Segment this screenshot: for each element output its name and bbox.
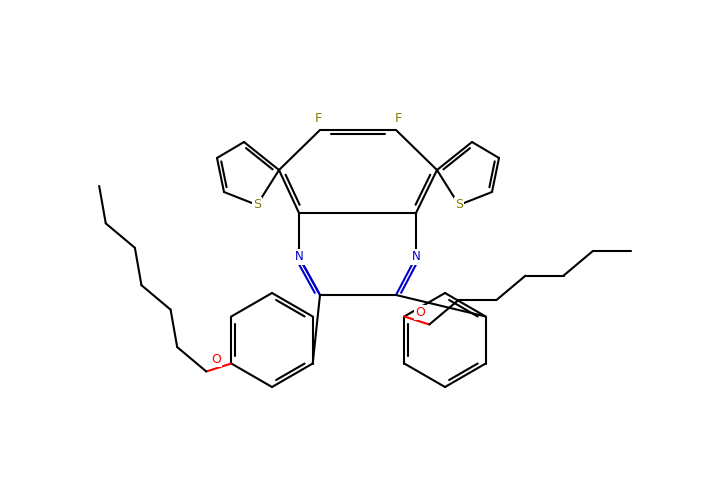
Text: S: S (253, 198, 261, 211)
Text: O: O (211, 353, 221, 366)
Text: N: N (295, 250, 303, 263)
Text: N: N (295, 250, 303, 263)
Text: N: N (412, 250, 420, 263)
Text: O: O (415, 306, 425, 319)
Text: F: F (315, 113, 322, 127)
Text: F: F (395, 111, 402, 124)
Text: N: N (412, 250, 420, 263)
Text: F: F (315, 111, 322, 124)
Text: F: F (395, 113, 402, 127)
Text: S: S (455, 198, 463, 211)
